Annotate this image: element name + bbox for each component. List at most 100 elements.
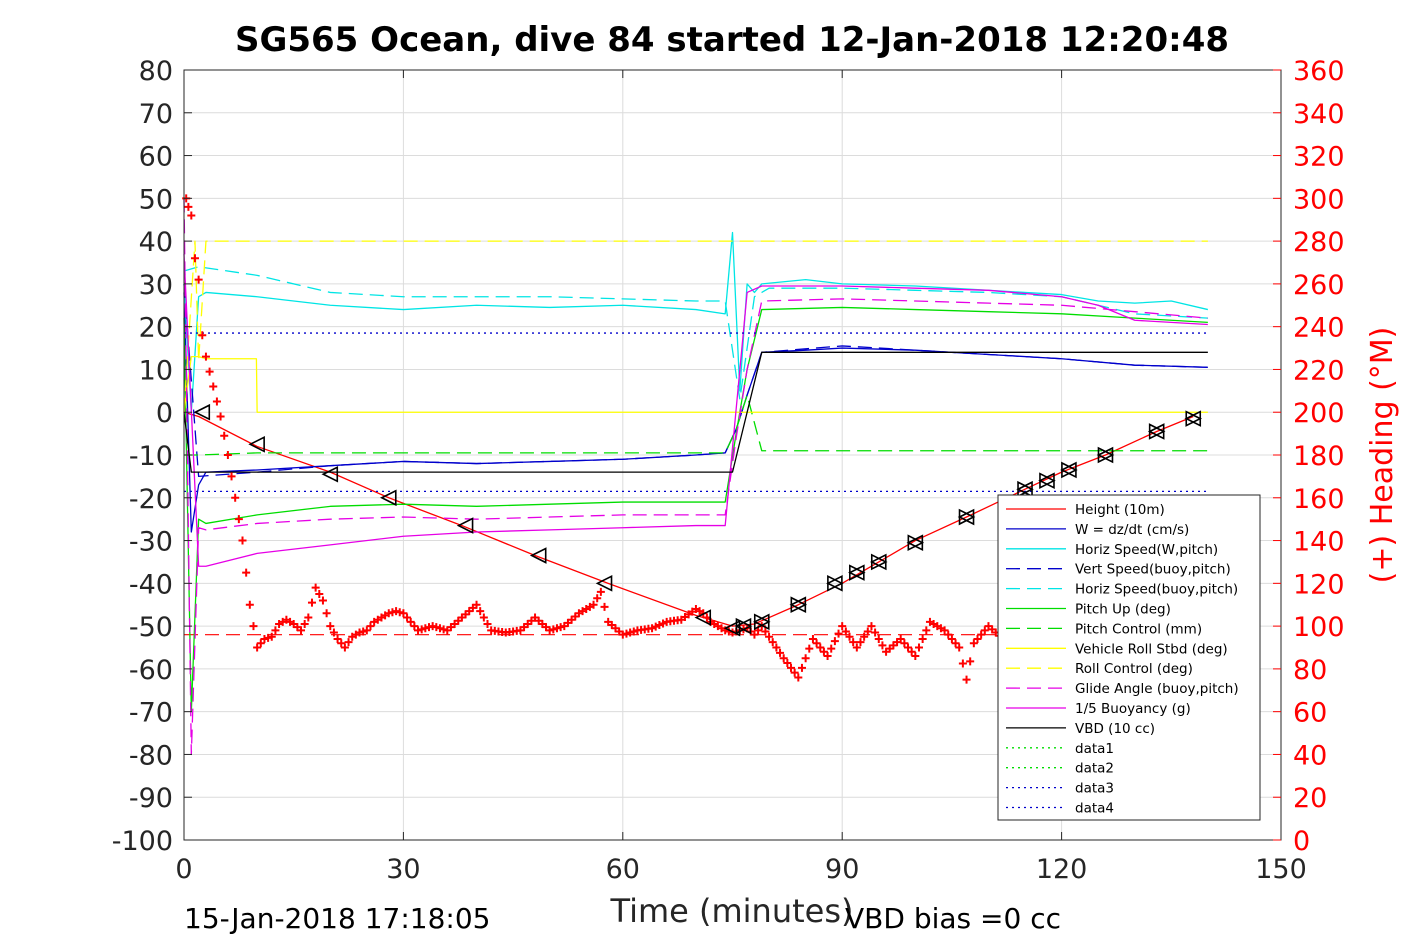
heading-point [483, 619, 492, 628]
heading-point [816, 643, 825, 652]
heading-point [768, 638, 777, 647]
ascent-marker-right [1148, 423, 1166, 440]
y-left-tick-label: 20 [139, 313, 173, 344]
y-left-tick-label: -10 [129, 441, 173, 472]
heading-point [333, 634, 342, 643]
legend-label-9: Glide Angle (buoy,pitch) [1075, 681, 1239, 697]
legend-label-5: Pitch Up (deg) [1075, 602, 1171, 618]
y-left-tick-label: 80 [139, 56, 173, 87]
x-tick-label: 0 [175, 854, 192, 885]
ascent-marker-right [827, 575, 844, 592]
heading-point [783, 659, 792, 668]
ascent-marker-right [849, 564, 866, 581]
heading-point [969, 639, 978, 648]
descent-marker [694, 609, 712, 626]
ascent-marker-right [753, 613, 771, 631]
legend-label-4: Horiz Speed(buoy,pitch) [1075, 582, 1238, 598]
x-tick-label: 150 [1255, 854, 1307, 885]
heading-point [227, 472, 236, 481]
heading-point [973, 634, 982, 643]
legend-label-3: Vert Speed(buoy,pitch) [1075, 562, 1231, 578]
footer-vbd-bias: VBD bias =0 cc [845, 902, 1061, 935]
heading-point [322, 609, 331, 618]
y-left-tick-label: 50 [139, 184, 173, 215]
series-line-11 [183, 351, 1208, 473]
heading-point [600, 602, 609, 611]
ticks: 0 30 60 90 120 150-100-90-80-70-60-50-40-30-2… [112, 56, 1345, 885]
series-line-4 [183, 266, 1208, 401]
legend-label-14: data3 [1075, 781, 1114, 797]
heading-point [918, 634, 927, 643]
heading-point [184, 202, 193, 211]
heading-point [808, 634, 817, 643]
heading-point [245, 600, 254, 609]
ascent-marker-right [1039, 472, 1056, 489]
heading-point [838, 622, 847, 631]
y-right-tick-label: 220 [1293, 355, 1345, 386]
y-left-tick-label: -100 [112, 826, 173, 857]
heading-point [977, 630, 986, 639]
x-tick-label: 90 [825, 854, 859, 885]
heading-point [267, 632, 276, 641]
heading-point [845, 632, 854, 641]
heading-point [344, 638, 353, 647]
y-left-tick-label: -80 [129, 740, 173, 771]
heading-point [849, 638, 858, 647]
y-left-tick-label: -90 [129, 783, 173, 814]
heading-point [834, 629, 843, 638]
heading-point [366, 622, 375, 631]
y-right-tick-label: 20 [1293, 783, 1327, 814]
heading-point [311, 583, 320, 592]
heading-point [337, 639, 346, 648]
heading-point [223, 451, 232, 459]
heading-point [944, 630, 953, 639]
heading-point [362, 626, 371, 635]
y-right-tick-label: 120 [1293, 569, 1345, 600]
ascent-marker-right [735, 617, 753, 635]
heading-point [830, 637, 839, 646]
series-line-8 [183, 240, 1208, 413]
legend-label-7: Vehicle Roll Stbd (deg) [1075, 641, 1228, 657]
heading-point [852, 643, 861, 652]
legend-label-15: data4 [1075, 801, 1114, 817]
y-left-tick-label: 70 [139, 99, 173, 130]
ascent-marker-right [1017, 480, 1034, 498]
heading-point [297, 626, 306, 635]
y-right-tick-label: 0 [1293, 826, 1310, 857]
heading-point [340, 643, 349, 652]
legend-label-1: W = dz/dt (cm/s) [1075, 522, 1189, 538]
heading-point [194, 275, 203, 284]
y-right-tick-label: 260 [1293, 270, 1345, 301]
descent-marker [321, 465, 339, 483]
heading-point [761, 627, 770, 636]
y-left-tick-label: -20 [129, 484, 173, 515]
series-line-7 [183, 355, 1208, 413]
y-left-tick-label: 40 [139, 227, 173, 258]
heading-point [198, 331, 207, 340]
heading-point [304, 613, 313, 622]
legend-label-12: data1 [1075, 741, 1114, 757]
descent-marker [193, 403, 211, 421]
chart-title: SG565 Ocean, dive 84 started 12-Jan-2018… [235, 20, 1229, 60]
heading-point [856, 638, 865, 647]
y-left-tick-label: 30 [139, 270, 173, 301]
descent-marker [248, 436, 265, 453]
descent-marker [529, 547, 547, 564]
ascent-marker-right [870, 553, 888, 571]
x-axis-label: Time (minutes) [610, 892, 854, 930]
heading-point [329, 628, 338, 637]
y-right-tick-label: 340 [1293, 99, 1345, 130]
heading-point [794, 673, 803, 682]
x-tick-label: 30 [386, 854, 420, 885]
heading-point [231, 493, 240, 502]
heading-point [904, 643, 913, 652]
marker-layer [193, 403, 1203, 637]
heading-point [797, 663, 806, 672]
heading-point [940, 626, 949, 635]
heading-point [596, 587, 605, 596]
heading-point [403, 613, 412, 622]
series-line-2 [183, 231, 1209, 413]
descent-marker [379, 489, 397, 507]
x-tick-label: 60 [606, 854, 640, 885]
